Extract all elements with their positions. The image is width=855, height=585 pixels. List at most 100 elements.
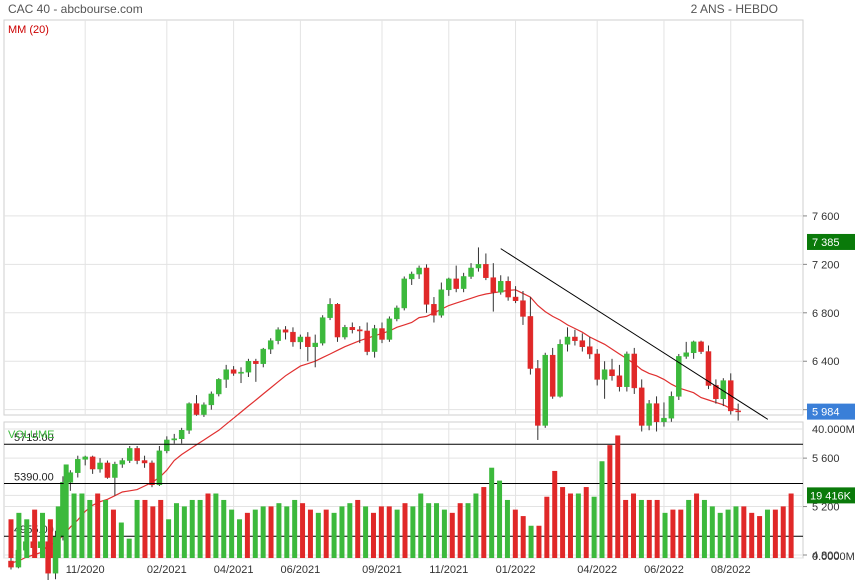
volume-bar: [378, 506, 384, 558]
volume-bar: [63, 464, 69, 558]
candle-body: [260, 348, 267, 364]
candle-body: [386, 318, 393, 340]
volume-bar: [662, 512, 668, 558]
price-tick-label: 5 600: [812, 453, 840, 465]
volume-bar: [40, 512, 46, 558]
volume-badge-label: 19 416K: [810, 490, 852, 502]
candle-body: [171, 438, 177, 441]
candle-body: [653, 403, 660, 423]
candle-body: [438, 289, 445, 316]
candle-body: [112, 463, 118, 478]
volume-bar: [481, 487, 487, 558]
candle-body: [104, 462, 111, 478]
volume-bar: [631, 493, 637, 558]
volume-bar: [103, 499, 109, 558]
volume-layer: [8, 435, 794, 558]
candle-body: [238, 371, 244, 374]
price-badge: [807, 233, 855, 250]
volume-bar: [347, 503, 353, 558]
volume-bar: [181, 506, 187, 558]
volume-bar: [654, 499, 660, 558]
volume-bar: [221, 499, 227, 558]
volume-bar: [173, 503, 179, 558]
volume-bar: [473, 493, 479, 558]
candle-body: [75, 459, 81, 473]
volume-bar: [701, 499, 707, 558]
candle-body: [371, 328, 378, 352]
volume-bar: [237, 519, 243, 558]
candle-body: [683, 352, 689, 357]
candle-body: [535, 368, 541, 426]
candle-body: [557, 344, 563, 397]
volume-bar: [552, 470, 558, 558]
volume-bar: [79, 493, 85, 558]
volume-bar: [71, 493, 77, 558]
candle-body: [327, 304, 333, 318]
volume-top-label: 40.000M: [812, 424, 855, 436]
volume-bar: [583, 487, 589, 558]
candle-body: [483, 264, 489, 278]
candle-body: [564, 336, 571, 345]
x-tick-label: 11/2021: [429, 564, 468, 576]
volume-bar: [260, 506, 266, 558]
candle-body: [126, 448, 133, 461]
candle-body: [401, 278, 408, 309]
volume-bar: [512, 509, 518, 558]
volume-bar: [489, 467, 495, 558]
candle-body: [349, 327, 356, 331]
volume-bar: [355, 499, 361, 558]
volume-bar: [47, 519, 53, 558]
candle-body: [668, 396, 675, 419]
volume-baseline-label: 0.0000M: [812, 551, 855, 563]
volume-bar: [110, 509, 116, 558]
volume-bar: [402, 503, 408, 558]
x-tick-label: 04/2022: [577, 564, 617, 576]
volume-bar: [575, 493, 581, 558]
price-badge-label: 5 984: [812, 407, 840, 419]
volume-bar: [268, 506, 274, 558]
volume-bar: [118, 522, 124, 558]
volume-bar: [323, 509, 329, 558]
volume-bar: [87, 499, 93, 558]
volume-bar: [694, 493, 700, 558]
volume-bar: [276, 503, 282, 558]
price-tick-label: 6 400: [812, 356, 840, 368]
volume-bar: [205, 493, 211, 558]
volume-bar: [134, 499, 140, 558]
volume-bar: [95, 493, 101, 558]
candle-body: [460, 276, 467, 289]
candle-body: [616, 375, 623, 387]
candle-body: [527, 316, 534, 369]
candle-body: [275, 329, 281, 341]
volume-bar: [615, 435, 621, 558]
price-badge: [807, 403, 855, 420]
candle-body: [646, 403, 652, 426]
price-badge-label: 7 385: [812, 237, 840, 249]
volume-bar: [434, 503, 440, 558]
volume-bar: [749, 512, 755, 558]
candle-body: [497, 281, 504, 293]
candle-body: [394, 307, 400, 320]
price-tick-label: 6 800: [812, 308, 840, 320]
volume-bar: [709, 506, 715, 558]
volume-bar: [670, 509, 676, 558]
volume-bar: [497, 480, 503, 558]
support-level-label: 5715.00: [14, 432, 54, 444]
candle-body: [149, 462, 155, 486]
volume-bar: [292, 499, 298, 558]
volume-bar: [686, 499, 692, 558]
volume-bar: [788, 493, 794, 558]
volume-bar: [142, 499, 148, 558]
volume-bar: [229, 509, 235, 558]
candle-body: [97, 462, 103, 470]
volume-bar: [126, 538, 132, 558]
volume-bar: [591, 496, 597, 558]
candle-body: [676, 356, 682, 397]
candle-body: [475, 264, 482, 269]
price-tick-label: 5 200: [812, 502, 840, 514]
candle-body: [594, 353, 600, 380]
candle-body: [624, 353, 630, 387]
volume-bar: [741, 506, 747, 558]
